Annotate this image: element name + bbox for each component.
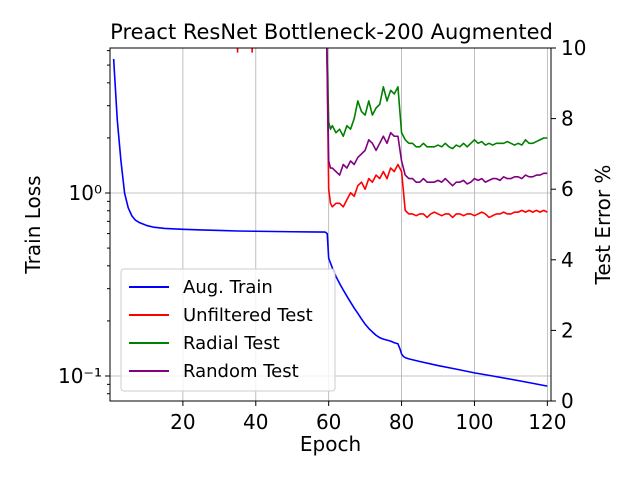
series-line-aug-train [112,58,548,387]
y2-tick-label: 0 [561,389,574,413]
y2-tick-label: 2 [561,318,574,342]
y2-tick-label: 6 [561,177,574,201]
x-axis-label: Epoch [300,432,361,456]
legend-label: Random Test [183,361,299,382]
y2-tick-label: 8 [561,107,574,131]
y2-tick-label: 4 [561,248,574,272]
y-tick-label: 10⁻¹ [58,364,102,388]
y2-tick-label: 10 [561,36,586,60]
y-axis-label-left: Train Loss [21,175,45,274]
legend: Aug. Train Unfiltered Test Radial Test Rand… [120,268,336,392]
y-tick-label: 10⁰ [69,181,102,205]
plot-area [112,48,548,387]
legend-box [120,268,336,392]
series-line-radial-test [326,48,548,150]
x-tick-label: 20 [170,410,195,434]
plot-frame [109,47,552,402]
axis-ticks: 20 40 60 80 100 120 10⁻¹ 10⁰ 0 2 4 6 8 10 [58,36,586,434]
x-tick-label: 100 [455,410,493,434]
legend-label: Unfiltered Test [183,305,313,326]
y-axis-label-right: Test Error % [591,165,615,286]
x-tick-label: 40 [243,410,268,434]
series-line-unfiltered-test [236,48,548,219]
legend-label: Radial Test [183,333,280,354]
chart-title: Preact ResNet Bottleneck-200 Augmented [110,20,553,44]
x-tick-label: 60 [316,410,341,434]
legend-label: Aug. Train [183,277,273,298]
series-line-random-test [326,48,548,187]
x-tick-label: 120 [528,410,566,434]
x-tick-label: 80 [389,410,414,434]
